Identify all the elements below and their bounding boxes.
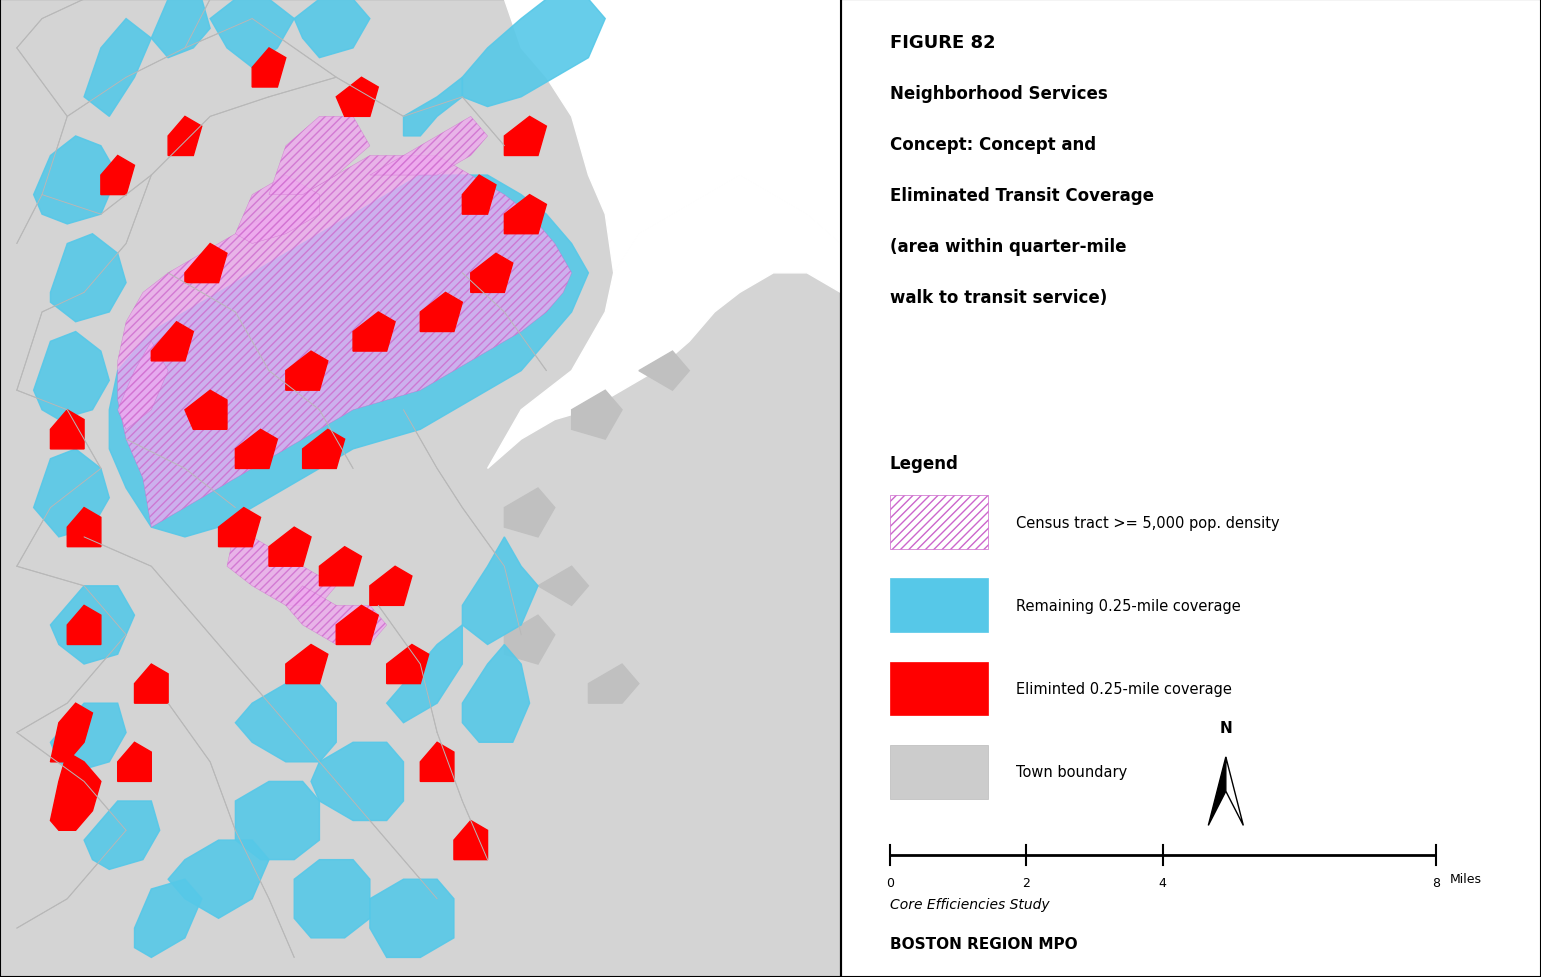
Text: walk to transit service): walk to transit service) — [889, 288, 1106, 306]
Polygon shape — [85, 801, 160, 870]
Polygon shape — [51, 586, 134, 664]
Polygon shape — [302, 430, 345, 469]
Polygon shape — [185, 244, 227, 283]
Polygon shape — [219, 508, 260, 547]
Polygon shape — [311, 743, 404, 821]
Text: 2: 2 — [1022, 876, 1029, 889]
Polygon shape — [470, 254, 513, 293]
Polygon shape — [117, 743, 151, 782]
Polygon shape — [504, 195, 547, 234]
Polygon shape — [421, 743, 455, 782]
Polygon shape — [285, 645, 328, 684]
Bar — [889, 578, 988, 633]
Polygon shape — [1225, 757, 1244, 826]
Bar — [889, 662, 988, 715]
Text: Neighborhood Services: Neighborhood Services — [889, 85, 1108, 103]
Polygon shape — [294, 0, 370, 59]
Polygon shape — [462, 537, 538, 645]
Polygon shape — [1208, 757, 1225, 826]
Bar — [889, 496, 988, 549]
Polygon shape — [51, 234, 126, 322]
Polygon shape — [421, 293, 462, 332]
Text: Miles: Miles — [1450, 872, 1482, 885]
Text: Census tract >= 5,000 pop. density: Census tract >= 5,000 pop. density — [1016, 515, 1279, 531]
Polygon shape — [504, 488, 555, 537]
Polygon shape — [227, 528, 336, 606]
Polygon shape — [319, 547, 362, 586]
Text: Legend: Legend — [889, 454, 959, 472]
Polygon shape — [589, 664, 640, 703]
Text: Concept: Concept and: Concept: Concept and — [889, 136, 1096, 153]
Polygon shape — [462, 176, 496, 215]
Polygon shape — [462, 0, 606, 107]
Polygon shape — [236, 782, 319, 860]
Polygon shape — [51, 752, 100, 830]
Polygon shape — [285, 352, 328, 391]
Polygon shape — [404, 78, 462, 137]
Polygon shape — [387, 625, 462, 723]
Polygon shape — [51, 410, 85, 449]
Polygon shape — [151, 0, 210, 59]
Polygon shape — [68, 508, 100, 547]
Polygon shape — [134, 664, 168, 703]
Polygon shape — [236, 430, 277, 469]
Text: 0: 0 — [886, 876, 894, 889]
Polygon shape — [185, 391, 227, 430]
Polygon shape — [487, 176, 841, 469]
Polygon shape — [462, 645, 530, 743]
Polygon shape — [370, 567, 411, 606]
Polygon shape — [236, 684, 336, 762]
Text: (area within quarter-mile: (area within quarter-mile — [889, 237, 1126, 255]
Polygon shape — [294, 860, 370, 938]
Polygon shape — [455, 821, 487, 860]
Text: 8: 8 — [1432, 876, 1439, 889]
Polygon shape — [370, 117, 487, 176]
Polygon shape — [168, 840, 270, 918]
Polygon shape — [168, 117, 202, 156]
Polygon shape — [572, 391, 623, 440]
Polygon shape — [151, 322, 193, 361]
Polygon shape — [336, 78, 378, 117]
Text: Core Efficiencies Study: Core Efficiencies Study — [889, 897, 1049, 911]
Polygon shape — [134, 879, 202, 957]
Polygon shape — [109, 176, 589, 537]
Text: Town boundary: Town boundary — [1016, 764, 1126, 780]
Polygon shape — [210, 0, 294, 68]
Text: N: N — [1219, 721, 1233, 736]
Polygon shape — [285, 586, 387, 645]
Polygon shape — [504, 117, 547, 156]
Polygon shape — [117, 156, 572, 528]
Polygon shape — [68, 606, 100, 645]
Polygon shape — [640, 352, 689, 391]
Bar — [889, 744, 988, 799]
Text: 4: 4 — [1159, 876, 1167, 889]
Polygon shape — [504, 0, 841, 274]
Polygon shape — [34, 449, 109, 537]
Text: Eliminated Transit Coverage: Eliminated Transit Coverage — [889, 187, 1154, 204]
Polygon shape — [504, 616, 555, 664]
Text: Remaining 0.25-mile coverage: Remaining 0.25-mile coverage — [1016, 598, 1241, 614]
Polygon shape — [100, 156, 134, 195]
Polygon shape — [370, 879, 455, 957]
Polygon shape — [336, 606, 378, 645]
Polygon shape — [34, 332, 109, 420]
Polygon shape — [253, 49, 285, 88]
Polygon shape — [85, 20, 151, 117]
Polygon shape — [34, 137, 117, 225]
Polygon shape — [51, 703, 126, 772]
Polygon shape — [236, 176, 319, 244]
Polygon shape — [270, 117, 370, 195]
Polygon shape — [353, 313, 394, 352]
Polygon shape — [270, 528, 311, 567]
Text: FIGURE 82: FIGURE 82 — [889, 34, 995, 52]
Polygon shape — [117, 342, 168, 430]
Polygon shape — [51, 703, 92, 762]
Text: BOSTON REGION MPO: BOSTON REGION MPO — [889, 936, 1077, 951]
Polygon shape — [387, 645, 428, 684]
Text: Eliminted 0.25-mile coverage: Eliminted 0.25-mile coverage — [1016, 681, 1231, 697]
Polygon shape — [538, 567, 589, 606]
